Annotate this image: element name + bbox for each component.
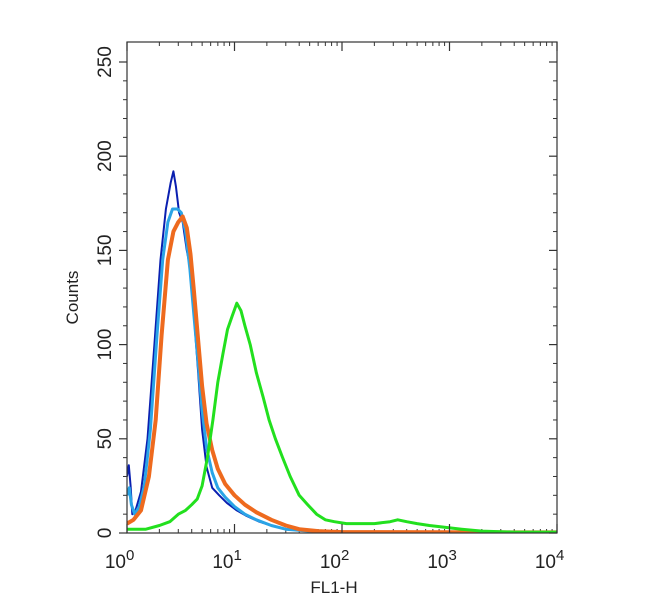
histogram-series-2 (127, 207, 557, 533)
x-axis: 10 0 10 1 10 2 10 3 10 4 (105, 42, 564, 573)
series-layer (127, 170, 557, 533)
x-tick-label: 10 3 (427, 547, 456, 573)
y-tick-label: 150 (95, 235, 116, 267)
x-tick-base: 10 (320, 552, 341, 573)
x-tick-label: 10 4 (535, 547, 564, 573)
x-tick-base: 10 (105, 552, 126, 573)
y-tick-label: 250 (95, 46, 116, 78)
minor-ticks (123, 42, 557, 533)
y-tick-label: 50 (95, 428, 116, 449)
x-axis-title: FL1-H (310, 578, 357, 597)
x-tick-exponent: 0 (126, 547, 134, 564)
x-tick-label: 10 1 (212, 547, 241, 573)
x-tick-exponent: 4 (556, 547, 564, 564)
y-axis-title: Counts (63, 271, 82, 325)
y-axis: 0 50 100 150 200 250 (95, 46, 557, 538)
x-tick-exponent: 1 (234, 547, 242, 564)
histogram-series-4 (127, 301, 557, 533)
x-tick-label: 10 0 (105, 547, 134, 573)
x-tick-label: 10 2 (320, 547, 349, 573)
histogram-series-3 (127, 214, 557, 533)
x-tick-base: 10 (535, 552, 556, 573)
x-tick-exponent: 2 (341, 547, 349, 564)
y-tick-label: 200 (95, 140, 116, 172)
y-tick-label: 0 (95, 528, 116, 539)
x-tick-base: 10 (212, 552, 233, 573)
x-tick-exponent: 3 (449, 547, 457, 564)
y-tick-label: 100 (95, 329, 116, 361)
histogram-series-1 (127, 170, 557, 533)
x-tick-base: 10 (427, 552, 448, 573)
